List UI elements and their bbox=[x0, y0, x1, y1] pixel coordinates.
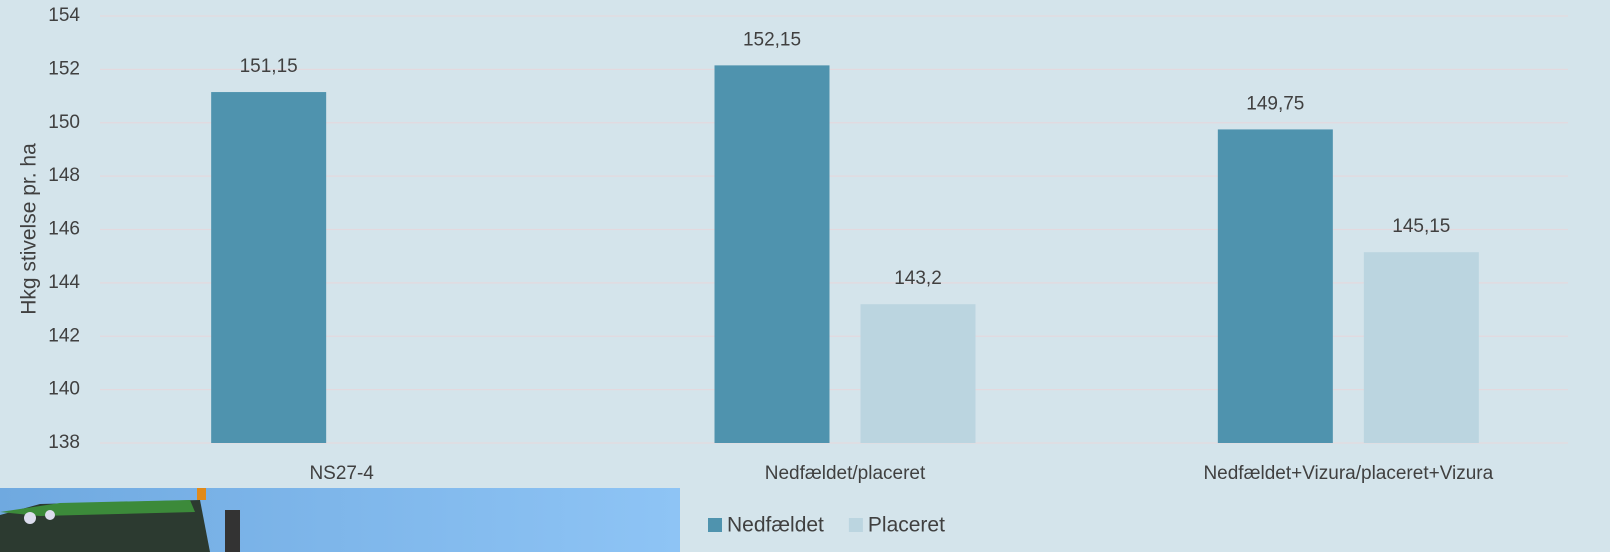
data-label: 149,75 bbox=[1246, 93, 1304, 114]
data-label: 152,15 bbox=[743, 29, 801, 50]
bar bbox=[860, 304, 976, 443]
data-label: 145,15 bbox=[1392, 216, 1450, 237]
legend-label: Nedfældet bbox=[727, 514, 824, 537]
y-tick-label: 144 bbox=[48, 272, 80, 293]
data-label: 151,15 bbox=[240, 56, 298, 77]
x-tick-label: Nedfældet/placeret bbox=[765, 463, 926, 484]
y-tick-label: 154 bbox=[48, 5, 80, 26]
bar bbox=[714, 65, 830, 443]
y-tick-label: 150 bbox=[48, 112, 80, 133]
y-tick-label: 140 bbox=[48, 379, 80, 400]
bar bbox=[1363, 252, 1479, 443]
y-tick-label: 146 bbox=[48, 219, 80, 240]
y-tick-label: 148 bbox=[48, 165, 80, 186]
y-axis-label: Hkg stivelse pr. ha bbox=[18, 143, 41, 315]
data-label: 143,2 bbox=[894, 268, 942, 289]
x-tick-label: NS27-4 bbox=[309, 463, 374, 484]
bar bbox=[1217, 129, 1333, 443]
legend-swatch bbox=[708, 518, 722, 532]
y-tick-label: 142 bbox=[48, 325, 80, 346]
legend-label: Placeret bbox=[868, 514, 945, 537]
legend-swatch bbox=[848, 518, 863, 532]
bar bbox=[211, 92, 327, 443]
y-tick-label: 138 bbox=[48, 432, 80, 453]
y-tick-label: 152 bbox=[48, 58, 80, 79]
photo bbox=[0, 488, 680, 552]
x-tick-label: Nedfældet+Vizura/placeret+Vizura bbox=[1203, 463, 1493, 484]
